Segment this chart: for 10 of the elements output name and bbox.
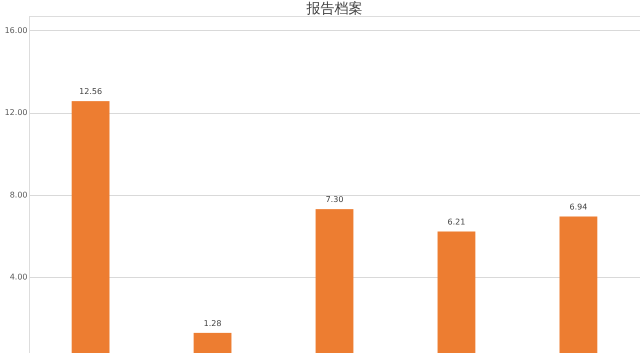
chart-title: 报告档案 <box>306 0 362 17</box>
y-tick-label: 12.00 <box>4 108 28 118</box>
data-label: 6.94 <box>570 202 588 212</box>
data-label: 7.30 <box>326 195 344 204</box>
y-tick-label: 8.00 <box>10 190 28 200</box>
data-label: 12.56 <box>79 87 102 96</box>
data-label: 1.28 <box>204 318 222 328</box>
y-tick-label: 16.00 <box>4 26 28 35</box>
y-tick-label: 4.00 <box>10 272 28 282</box>
data-label: 6.21 <box>448 218 466 227</box>
